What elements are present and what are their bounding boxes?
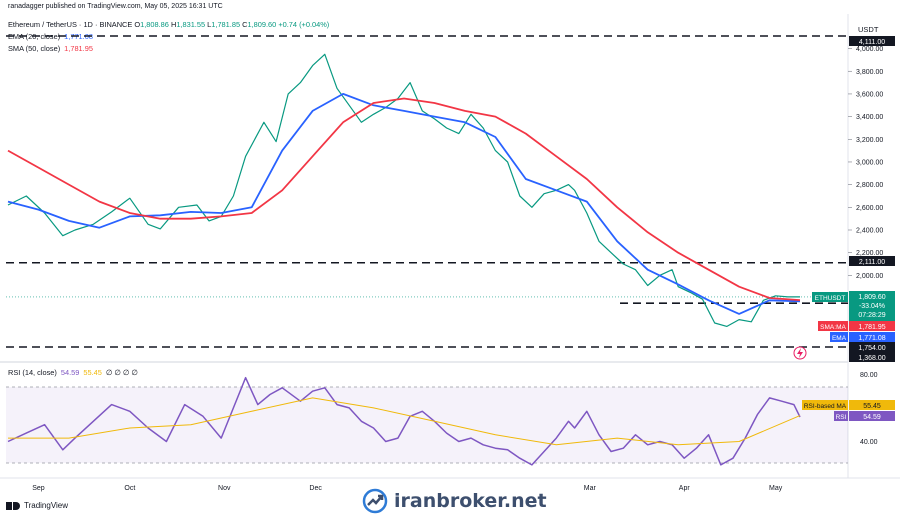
ema-series — [7, 93, 801, 315]
sma-legend-value: 1,781.95 — [64, 44, 93, 53]
price-tick-label: 2,000.00 — [856, 273, 883, 280]
ethusdt-tag: ETHUSDT — [815, 295, 846, 302]
price-tick-label: 2,200.00 — [856, 250, 883, 257]
rsi-tick-label: 40.00 — [860, 439, 878, 446]
rsi-series — [7, 376, 801, 466]
svg-text:RSI-based MA: RSI-based MA — [804, 403, 847, 410]
rsi-legend[interactable]: RSI (14, close) 54.59 55.45 ∅ ∅ ∅ ∅ — [8, 368, 138, 377]
rsi-ma-tag-value: 55.45 — [863, 403, 881, 410]
time-tick-label: Mar — [584, 485, 597, 492]
rsi-tag: RSI 54.59 — [834, 411, 895, 421]
ema-tag: EMA 1,771.08 — [830, 332, 895, 342]
level-2111-tag: 2,111.00 — [849, 256, 895, 266]
rsi-legend-ma-value: 55.45 — [83, 368, 102, 377]
level-top-tag: 4,111.00 — [849, 36, 895, 46]
ema-tag-value: 1,771.08 — [858, 335, 885, 342]
rsi-ma-tag: RSI-based MA 55.45 — [802, 400, 895, 410]
svg-text:4,111.00: 4,111.00 — [859, 39, 885, 46]
bar-countdown: 07:28:29 — [858, 312, 885, 319]
price-tick-label: 3,000.00 — [856, 159, 883, 166]
rsi-ma-series — [8, 397, 801, 446]
ohlc-open: 1,808.86 — [140, 20, 169, 29]
rsi-band — [6, 387, 848, 463]
time-tick-label: Apr — [679, 485, 691, 492]
sma-legend-label: SMA (50, close) — [8, 44, 61, 53]
tradingview-logo-icon — [6, 501, 20, 510]
ohlc-change: +0.74 (+0.04%) — [278, 20, 330, 29]
symbol-header: Ethereum / TetherUS · 1D · BINANCE O1,80… — [8, 20, 329, 29]
currency-label: USDT — [858, 25, 879, 34]
ohlc-low-key: L — [207, 20, 212, 29]
symbol-name: Ethereum / TetherUS · 1D · BINANCE — [8, 20, 133, 29]
time-tick-label: Sep — [32, 485, 45, 492]
time-tick-label: Oct — [124, 485, 135, 492]
svg-text:SMA:MA: SMA:MA — [820, 324, 846, 331]
ohlc-high-key: H — [170, 20, 177, 29]
price-tick-label: 3,800.00 — [856, 69, 883, 76]
price-tick-label: 2,800.00 — [856, 182, 883, 189]
time-tick-label: May — [769, 485, 783, 492]
time-tick-label: Nov — [218, 485, 231, 492]
rsi-tick-label: 80.00 — [860, 372, 878, 379]
svg-text:RSI: RSI — [836, 414, 847, 421]
last-price: 1,809.60 — [858, 294, 885, 301]
rsi-tag-value: 54.59 — [863, 414, 881, 421]
chart-arrow-circle-icon — [362, 488, 388, 514]
level-1754-tag: 1,754.00 — [849, 342, 895, 352]
tradingview-footer[interactable]: TradingView — [6, 501, 68, 510]
tradingview-brand: TradingView — [24, 501, 69, 510]
ohlc-close: 1,809.60 — [247, 20, 277, 29]
price-tick-label: 3,400.00 — [856, 114, 883, 121]
ohlc-low: 1,781.85 — [211, 20, 241, 29]
sma-tag-value: 1,781.95 — [858, 324, 885, 331]
time-tick-label: Dec — [309, 485, 322, 492]
price-tick-label: 4,000.00 — [856, 46, 883, 53]
last-price-tag: ETHUSDT 1,809.60 -33.04% 07:28:29 — [812, 291, 895, 321]
ohlc-open-key: O — [134, 20, 141, 29]
rsi-legend-label: RSI (14, close) — [8, 368, 57, 377]
price-tick-label: 3,600.00 — [856, 91, 883, 98]
price-tick-label: 2,600.00 — [856, 205, 883, 212]
price-tick-label: 2,400.00 — [856, 227, 883, 234]
watermark: iranbroker.net — [362, 488, 547, 514]
watermark-text: iranbroker.net — [394, 490, 547, 512]
sma-tag: SMA:MA 1,781.95 — [818, 321, 895, 331]
svg-text:EMA: EMA — [832, 335, 847, 342]
ohlc-high: 1,831.55 — [176, 20, 206, 29]
last-change: -33.04% — [859, 303, 885, 310]
lightning-alert-icon[interactable] — [793, 346, 807, 360]
sma-legend[interactable]: SMA (50, close) 1,781.95 — [8, 44, 93, 53]
price-tick-label: 3,200.00 — [856, 137, 883, 144]
rsi-legend-empty-values: ∅ ∅ ∅ ∅ — [105, 368, 138, 377]
sma-series — [7, 97, 801, 301]
rsi-legend-value: 54.59 — [60, 368, 80, 377]
ohlc-close-key: C — [242, 20, 248, 29]
publisher-line: ranadagger published on TradingView.com,… — [8, 3, 223, 10]
svg-text:1,754.00: 1,754.00 — [858, 345, 885, 352]
level-1368-tag: 1,368.00 — [849, 352, 895, 362]
level-2111-text: 2,111.00 — [859, 259, 885, 266]
svg-text:1,368.00: 1,368.00 — [858, 355, 885, 362]
